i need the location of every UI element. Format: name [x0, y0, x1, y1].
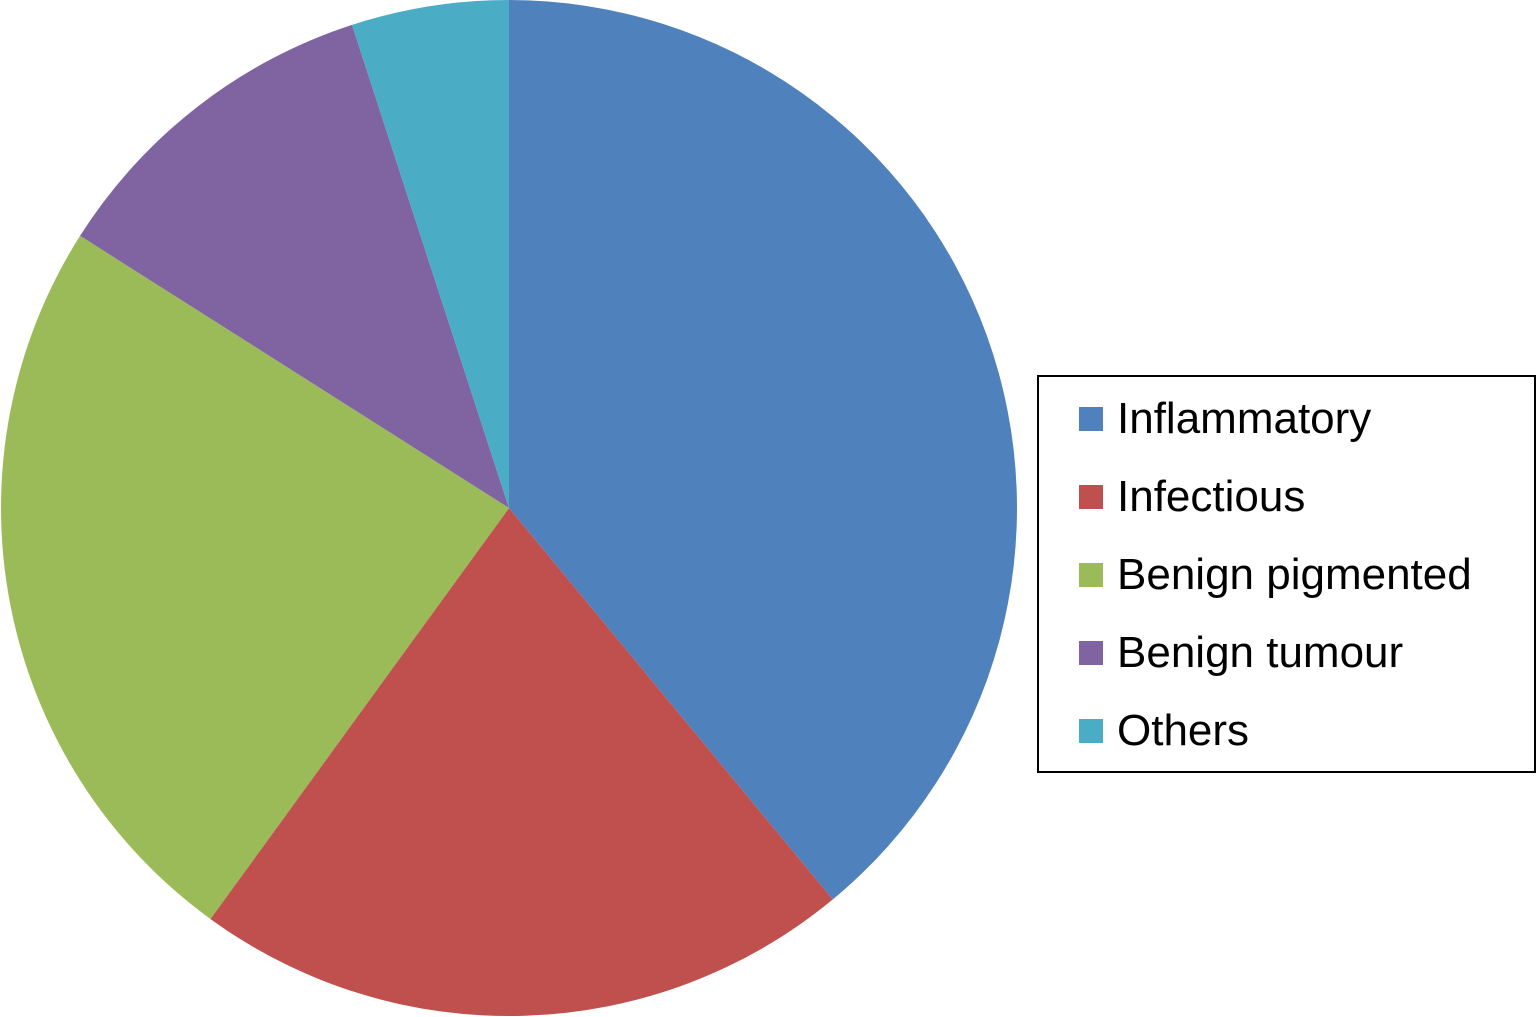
pie-slice-benign-pigmented: [1, 235, 510, 919]
pie-slice-others: [352, 0, 509, 508]
legend-item-inflammatory: Inflammatory: [1079, 391, 1371, 447]
legend-item-infectious: Infectious: [1079, 469, 1305, 525]
pie-slice-benign-tumour: [80, 24, 509, 509]
legend-item-benign-pigmented: Benign pigmented: [1079, 547, 1472, 603]
legend-label-inflammatory: Inflammatory: [1117, 394, 1372, 443]
legend-label-benign-tumour: Benign tumour: [1117, 628, 1404, 677]
legend-swatch-benign-pigmented: [1079, 563, 1103, 587]
pie-slice-infectious: [210, 508, 833, 1016]
legend-item-benign-tumour: Benign tumour: [1079, 625, 1403, 681]
legend-swatch-inflammatory: [1079, 407, 1103, 431]
legend-label-infectious: Infectious: [1117, 472, 1306, 521]
legend: Inflammatory Infectious Benign pigmented…: [1037, 375, 1536, 773]
pie-slice-inflammatory: [509, 0, 1017, 900]
legend-label-others: Others: [1117, 706, 1250, 755]
legend-swatch-infectious: [1079, 485, 1103, 509]
legend-item-others: Others: [1079, 703, 1249, 759]
legend-label-benign-pigmented: Benign pigmented: [1117, 550, 1472, 599]
legend-swatch-benign-tumour: [1079, 641, 1103, 665]
legend-swatch-others: [1079, 719, 1103, 743]
